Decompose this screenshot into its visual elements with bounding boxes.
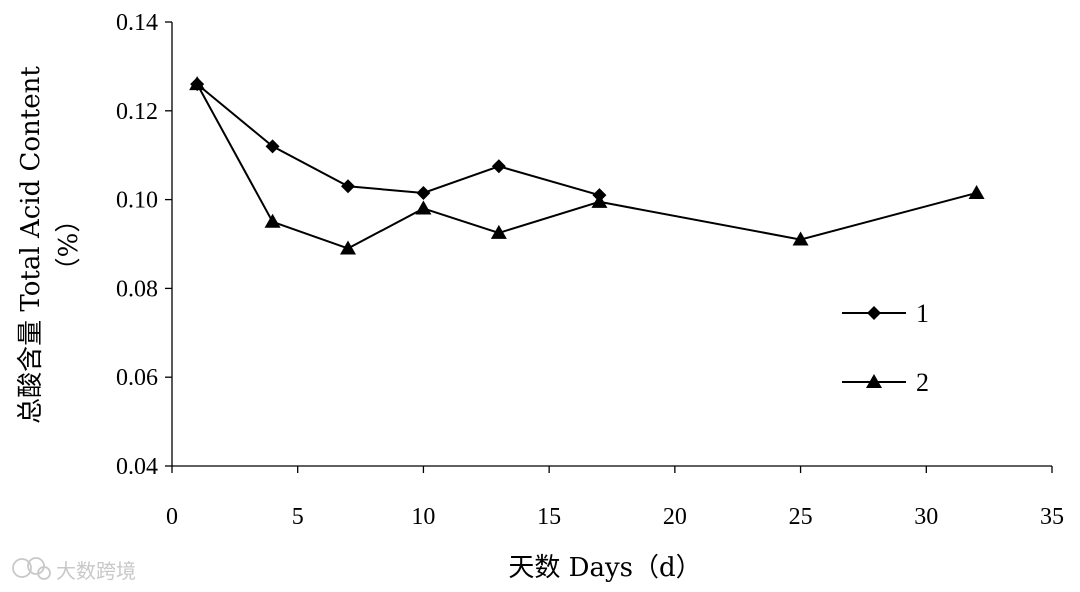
data-point-2 <box>792 231 809 246</box>
data-point-2 <box>264 213 281 228</box>
x-tick-label: 5 <box>292 504 304 530</box>
legend-marker <box>867 306 881 320</box>
x-axis-title: 天数 Days（d） <box>508 553 701 583</box>
y-tick-label: 0.04 <box>116 454 158 480</box>
data-point-1 <box>265 139 280 154</box>
y-axis-title-group: 总酸含量 Total Acid Content （%） <box>16 66 84 424</box>
y-tick-label: 0.10 <box>116 188 158 214</box>
data-point-2 <box>591 193 608 208</box>
legend: 12 <box>842 299 929 397</box>
axes <box>171 22 1052 467</box>
x-tick-label: 35 <box>1040 504 1064 530</box>
x-tick-label: 20 <box>663 504 687 530</box>
legend-entry-2: 2 <box>842 368 929 397</box>
x-tick-label: 30 <box>914 504 938 530</box>
y-axis-unit: （%） <box>54 207 84 284</box>
x-tick-label: 10 <box>411 504 435 530</box>
series-line-2 <box>196 83 977 250</box>
y-tick-label: 0.08 <box>116 276 158 302</box>
series-2 <box>189 76 985 255</box>
y-tick-label: 0.06 <box>116 365 158 391</box>
data-point-2 <box>340 240 356 255</box>
x-ticks: 0 5 10 15 20 25 30 35 <box>166 466 1064 530</box>
data-point-1 <box>416 185 431 200</box>
chat-bubble-icon <box>12 557 51 580</box>
y-ticks: 0.04 0.06 0.08 0.10 0.12 0.14 <box>116 10 172 480</box>
x-tick-label: 0 <box>166 504 178 530</box>
legend-entry-1: 1 <box>842 299 929 328</box>
data-point-1 <box>491 159 506 174</box>
series-layer <box>189 76 985 255</box>
data-point-2 <box>490 224 507 239</box>
watermark: 大数跨境 <box>12 557 136 583</box>
x-tick-label: 15 <box>537 504 561 530</box>
y-tick-label: 0.12 <box>116 99 158 125</box>
x-tick-label: 25 <box>789 504 813 530</box>
legend-label: 2 <box>916 368 929 397</box>
data-point-2 <box>968 184 985 199</box>
y-tick-label: 0.14 <box>116 10 158 36</box>
legend-label: 1 <box>916 299 929 328</box>
watermark-text: 大数跨境 <box>56 559 136 583</box>
data-point-2 <box>189 76 206 91</box>
data-point-1 <box>341 179 355 194</box>
legend-marker <box>866 374 882 388</box>
y-axis-title: 总酸含量 Total Acid Content <box>16 66 46 424</box>
data-point-2 <box>415 200 432 215</box>
series-line-1 <box>196 83 600 197</box>
